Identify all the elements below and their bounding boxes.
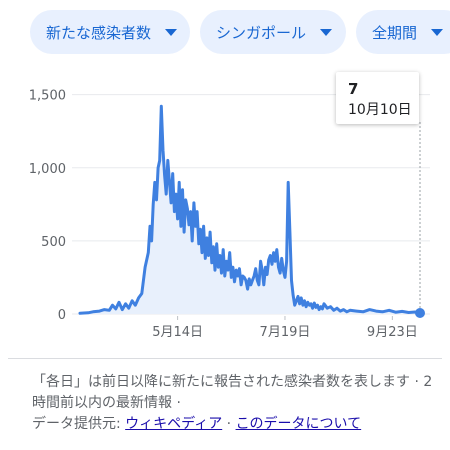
filter-bar: 新たな感染者数 シンガポール 全期間 bbox=[0, 10, 450, 56]
footnote-text: 「各日」は前日以降に新たに報告された感染者数を表します · 2 時間前以内の最新… bbox=[32, 374, 433, 411]
x-tick-label: 7月19日 bbox=[260, 325, 311, 340]
cases-chart[interactable]: 0 500 1,000 1,500 5月14日 7月19日 9月23日 bbox=[0, 60, 450, 350]
location-filter-label: シンガポール bbox=[216, 23, 307, 42]
period-filter-label: 全期間 bbox=[372, 23, 418, 42]
y-tick-label: 0 bbox=[58, 308, 66, 323]
wikipedia-link[interactable]: ウィキペディア bbox=[125, 416, 223, 432]
x-tick-label: 9月23日 bbox=[367, 325, 418, 340]
metric-filter-chip[interactable]: 新たな感染者数 bbox=[30, 10, 190, 54]
x-tick-label: 5月14日 bbox=[152, 325, 203, 340]
series-line bbox=[78, 104, 422, 315]
y-tick-label: 500 bbox=[41, 235, 66, 250]
data-point-latest bbox=[415, 307, 425, 318]
chevron-down-icon bbox=[320, 28, 333, 36]
chevron-down-icon bbox=[165, 28, 178, 36]
tooltip-value: 7 bbox=[348, 80, 359, 98]
tooltip-date: 10月10日 bbox=[348, 102, 412, 118]
series-area bbox=[80, 106, 420, 314]
source-label: データ提供元: bbox=[32, 416, 121, 432]
chevron-down-icon bbox=[431, 28, 444, 36]
y-tick-label: 1,500 bbox=[29, 89, 66, 104]
metric-filter-label: 新たな感染者数 bbox=[46, 23, 152, 42]
separator-dot: · bbox=[226, 416, 236, 432]
period-filter-chip[interactable]: 全期間 bbox=[356, 10, 450, 54]
location-filter-chip[interactable]: シンガポール bbox=[200, 10, 346, 54]
chart-tooltip: 7 10月10日 bbox=[336, 72, 419, 124]
chart-footnote: 「各日」は前日以降に新たに報告された感染者数を表します · 2 時間前以内の最新… bbox=[32, 372, 442, 435]
y-tick-label: 1,000 bbox=[29, 162, 66, 177]
divider bbox=[8, 358, 442, 359]
about-data-link[interactable]: このデータについて bbox=[235, 416, 362, 432]
